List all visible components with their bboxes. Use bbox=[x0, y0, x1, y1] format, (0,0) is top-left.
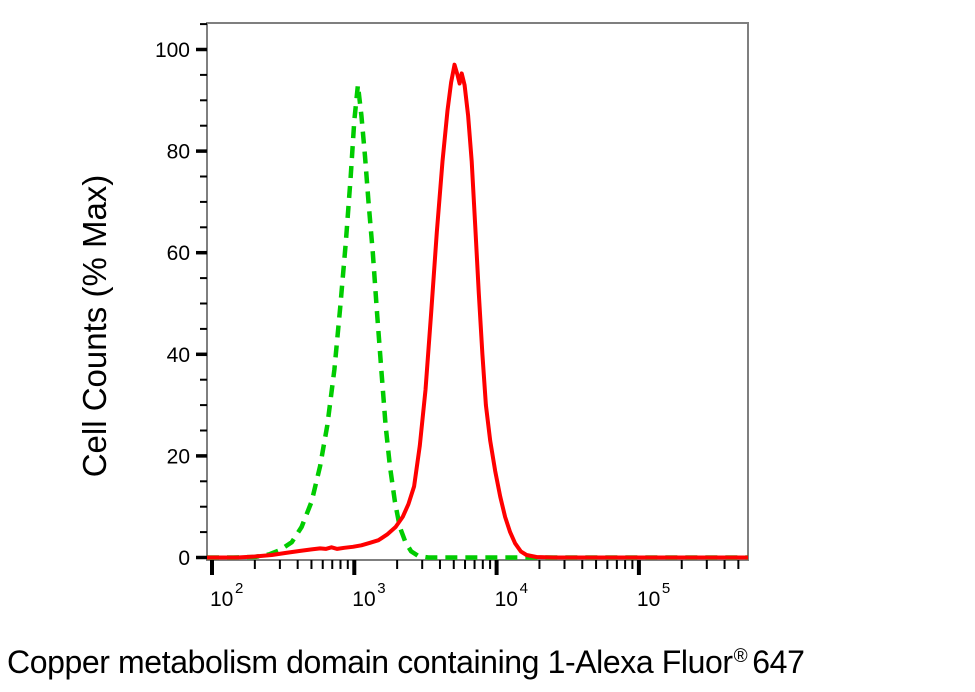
x-axis-tick-label-base: 10 bbox=[352, 588, 375, 611]
x-axis-title: Copper metabolism domain containing 1-Al… bbox=[7, 644, 805, 681]
y-axis-tick-label: 0 bbox=[178, 547, 190, 570]
y-axis-title: Cell Counts (% Max) bbox=[76, 174, 113, 478]
x-axis-tick-label-base: 10 bbox=[495, 588, 518, 611]
x-axis-tick-label-exponent: 3 bbox=[377, 580, 385, 597]
x-axis-tick-label-exponent: 2 bbox=[235, 580, 243, 597]
y-axis-tick-label: 80 bbox=[167, 141, 190, 164]
x-axis-title-text: Copper metabolism domain containing 1-Al… bbox=[7, 644, 733, 680]
y-axis-tick-label: 100 bbox=[155, 39, 190, 62]
x-axis-tick-label-base: 10 bbox=[210, 588, 233, 611]
x-axis-tick-label-exponent: 5 bbox=[662, 580, 670, 597]
y-axis-tick-label: 60 bbox=[167, 242, 190, 265]
series-red-solid-stained bbox=[207, 62, 748, 560]
series-green-dashed-control bbox=[207, 82, 748, 560]
x-axis-tick-label-exponent: 4 bbox=[520, 580, 528, 597]
plot-border bbox=[206, 22, 749, 561]
x-axis-title-conjugate: 647 bbox=[752, 644, 805, 680]
y-axis-tick-label: 20 bbox=[167, 445, 190, 468]
x-axis-tick-label-base: 10 bbox=[637, 588, 660, 611]
y-axis-tick-label: 40 bbox=[167, 344, 190, 367]
registered-trademark-icon: ® bbox=[733, 646, 748, 667]
